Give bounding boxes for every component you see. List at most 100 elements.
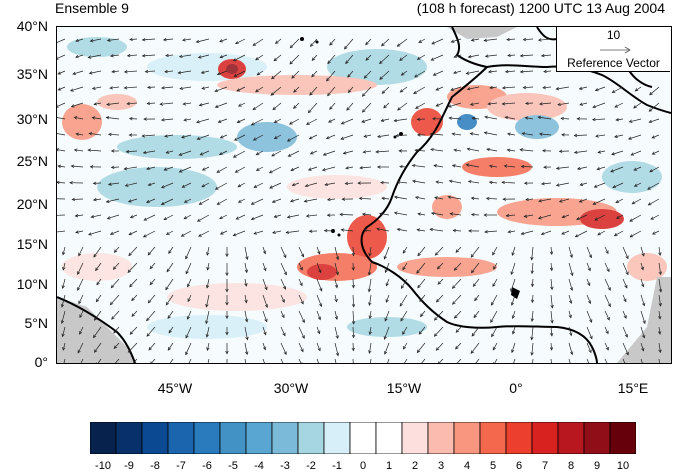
colorbar-swatch [480,422,506,454]
colorbar-tick-label: 1 [386,460,392,472]
wind-vector [511,359,515,363]
colorbar-tick-label: 8 [568,460,574,472]
wind-vector [317,359,321,363]
wind-vector [281,343,286,354]
colorbar-swatch [402,422,428,454]
wind-vector [575,231,587,237]
wind-vector [612,87,623,93]
wind-vector [187,359,191,363]
reference-vector-label: Reference Vector [557,56,670,70]
wind-vector [369,359,371,363]
colorbar-tick-label: 4 [464,460,470,472]
wind-vector [57,103,65,107]
colorbar-tick-label: 2 [412,460,418,472]
wind-vector [453,295,461,304]
wind-vector [72,199,83,200]
colorbar-swatch [584,422,610,454]
wind-vector [130,279,137,287]
colorbar-swatch [298,422,324,454]
wind-vector [453,279,462,288]
wind-vector [347,103,353,110]
wind-vector [434,327,443,336]
wind-vector [417,359,425,363]
wind-vector [253,39,263,46]
colorbar-tick-label: 6 [516,460,522,472]
colorbar-tick-label: -4 [254,460,264,472]
wind-vector [382,39,389,46]
shading-field [62,37,667,339]
wind-vector [473,279,479,286]
wind-vector [417,343,425,353]
wind-vector [353,295,354,307]
wind-vector [532,359,533,363]
colorbar-swatch [350,422,376,454]
wind-vector [111,279,119,288]
wind-vector [245,359,247,363]
wind-vector [129,247,137,256]
wind-vector [299,311,304,322]
colorbar-tick-label: 9 [594,460,600,472]
wind-vector [149,343,155,350]
colorbar-tick-label: -1 [332,460,342,472]
wind-vector [57,55,65,59]
colorbar-tick-label: 7 [542,460,548,472]
colorbar-swatch [116,422,142,454]
x-tick-label: 0° [509,380,522,396]
wind-vector [418,279,425,288]
wind-vector [605,359,610,363]
wind-vector [363,103,372,112]
reference-vector-legend: 10 Reference Vector [556,27,670,72]
wind-vector [416,103,425,108]
wind-vector [623,247,628,259]
wind-vector [128,343,137,352]
colorbar-swatch [90,422,116,454]
colorbar-swatch [558,422,584,454]
colorbar-tick-label: 3 [438,460,444,472]
y-tick-label: 20°N [0,196,48,212]
wind-vector [217,167,227,172]
wind-vector [281,359,286,363]
wind-vector [288,151,299,156]
colorbar-swatch [246,422,272,454]
x-tick-label: 15°E [618,380,649,396]
wind-vector [57,231,65,232]
wind-vector [199,231,209,236]
wind-vector [386,359,389,363]
wind-vector [144,215,155,220]
y-tick-label: 5°N [0,315,48,331]
wind-vector [418,247,425,256]
wind-vector [167,263,173,272]
wind-vector [148,295,155,303]
colorbar-swatch [506,422,532,454]
colorbar-tick-label: -2 [306,460,316,472]
wind-vector [436,343,443,350]
y-tick-label: 0° [0,354,48,370]
wind-vector [57,215,65,216]
wind-vector [307,119,317,125]
y-tick-label: 25°N [0,153,48,169]
wind-vector [251,199,263,204]
colorbar-tick-label: 5 [490,460,496,472]
wind-vector [198,215,209,221]
wind-vector [491,311,497,322]
wind-vector [437,295,444,302]
colorbar-swatch [272,422,298,454]
wind-vector [435,247,443,255]
colorbar-swatch [168,422,194,454]
map-plot-area [56,26,672,364]
wind-vector [234,151,245,157]
map-canvas [57,27,671,363]
map-title: Ensemble 9 [55,0,129,16]
no-data-region [57,297,137,363]
colorbar-swatch [324,422,350,454]
wind-vector [110,295,119,305]
wind-vector [587,359,590,363]
colorbar-tick-label: 10 [617,460,629,472]
wind-vector [605,279,610,290]
wind-vector [382,87,389,93]
wind-vector [551,359,552,363]
wind-vector [263,359,266,363]
colorbar [90,422,636,454]
colorbar-swatch [610,422,636,454]
y-tick-label: 40°N [0,18,48,34]
